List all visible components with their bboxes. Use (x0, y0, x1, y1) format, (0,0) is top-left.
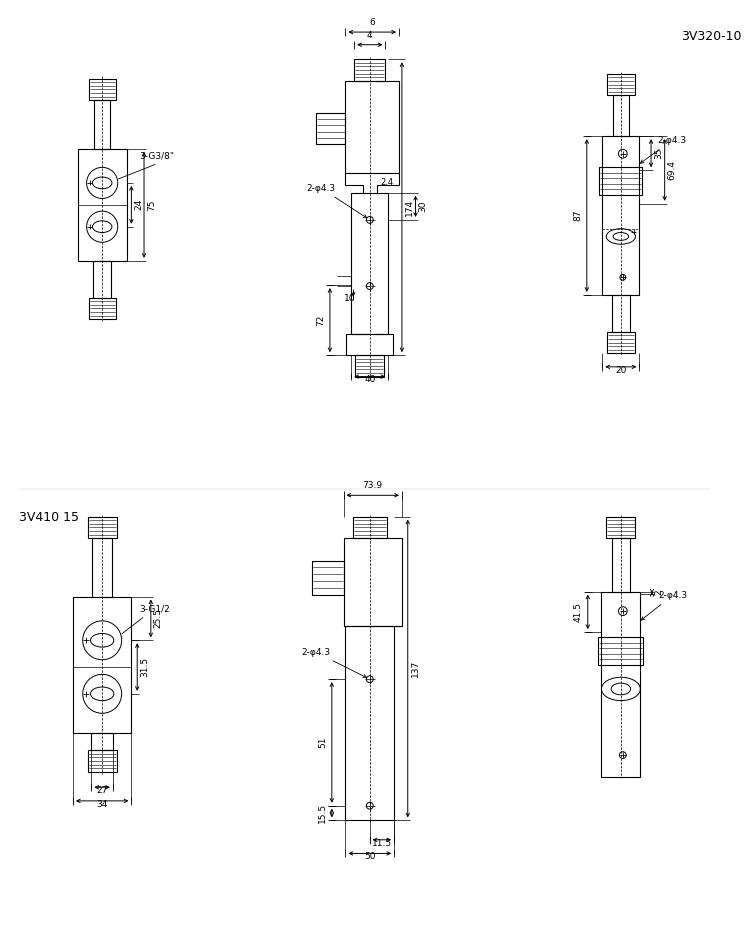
Bar (606, 517, 635, 538)
Text: 51: 51 (318, 737, 327, 748)
Bar (344, 538, 402, 626)
Bar (94, 260, 111, 298)
Bar (608, 332, 634, 353)
Bar (351, 193, 388, 334)
Text: 2-φ4.3: 2-φ4.3 (640, 136, 686, 164)
Bar (612, 295, 630, 332)
Bar (92, 538, 112, 597)
Text: 34: 34 (97, 800, 108, 808)
Text: 30: 30 (419, 200, 428, 212)
Bar (73, 597, 131, 733)
Text: 27: 27 (97, 786, 108, 795)
Bar (613, 95, 628, 136)
Bar (78, 149, 127, 260)
Text: 69.4: 69.4 (668, 160, 676, 180)
Text: 35: 35 (654, 148, 663, 159)
Bar (356, 355, 385, 377)
Text: 2: 2 (654, 589, 663, 595)
Text: 3V320-10: 3V320-10 (681, 30, 742, 43)
Text: 2-φ4.3: 2-φ4.3 (302, 648, 367, 678)
Text: 25.5: 25.5 (154, 608, 163, 629)
Text: 2-φ4.3: 2-φ4.3 (307, 183, 367, 218)
Text: 20: 20 (615, 366, 626, 375)
Text: 11.5: 11.5 (372, 838, 392, 848)
Text: 24: 24 (134, 199, 143, 211)
Bar (313, 560, 344, 595)
Text: 6: 6 (369, 18, 375, 27)
Text: 41.5: 41.5 (574, 602, 583, 622)
Bar (316, 113, 346, 144)
Text: 73.9: 73.9 (363, 481, 382, 491)
Text: 31.5: 31.5 (140, 657, 149, 677)
Bar (599, 167, 642, 195)
Text: 50: 50 (364, 853, 376, 861)
Text: 3V410 15: 3V410 15 (20, 510, 80, 524)
Bar (88, 298, 116, 320)
Bar (88, 79, 116, 101)
Text: 87: 87 (573, 210, 582, 221)
Text: 4: 4 (367, 31, 373, 39)
Bar (612, 538, 630, 591)
Text: 15.5: 15.5 (318, 803, 327, 823)
Bar (608, 74, 634, 95)
Bar (352, 517, 387, 538)
Bar (88, 517, 117, 538)
Bar (92, 733, 113, 750)
Text: 10: 10 (344, 294, 355, 303)
Text: 72: 72 (316, 315, 325, 326)
Text: 2-φ4.3: 2-φ4.3 (641, 591, 687, 620)
Bar (88, 750, 117, 772)
Bar (94, 101, 110, 149)
Bar (346, 81, 399, 173)
Text: 75: 75 (147, 199, 156, 211)
Text: 3-G3/8": 3-G3/8" (140, 151, 174, 161)
Bar (602, 591, 640, 776)
Text: 137: 137 (411, 660, 420, 677)
Bar (602, 136, 639, 295)
Text: 40: 40 (364, 375, 376, 384)
Text: 2.4: 2.4 (380, 179, 394, 187)
Text: 174: 174 (405, 198, 414, 216)
Bar (598, 637, 644, 665)
Bar (354, 59, 386, 81)
Bar (346, 334, 393, 355)
Text: 3-G1/2: 3-G1/2 (122, 604, 170, 634)
Bar (346, 626, 394, 821)
